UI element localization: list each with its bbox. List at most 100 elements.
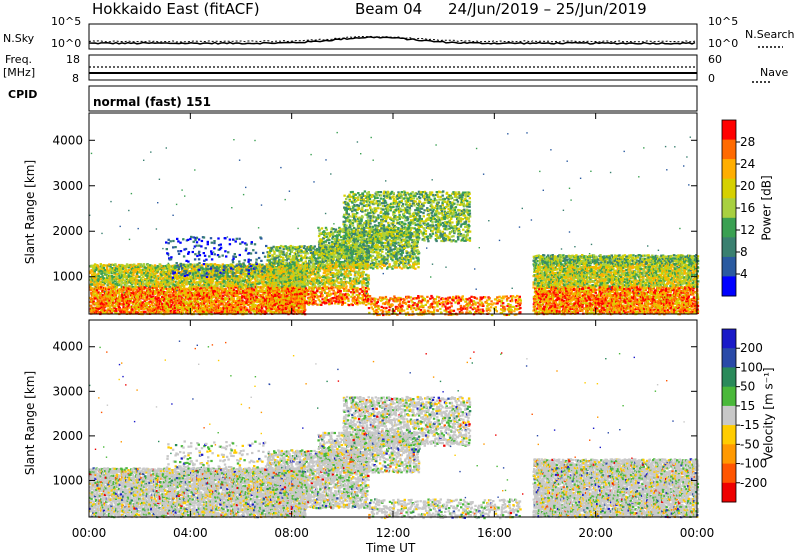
data-cell bbox=[279, 247, 281, 249]
data-cell bbox=[300, 255, 302, 257]
data-cell bbox=[274, 291, 276, 293]
data-cell bbox=[256, 279, 258, 281]
data-cell bbox=[328, 277, 330, 279]
data-cell bbox=[271, 268, 273, 270]
data-cell bbox=[328, 290, 330, 292]
data-cell bbox=[142, 296, 144, 298]
data-cell bbox=[103, 267, 105, 269]
data-cell bbox=[321, 294, 323, 296]
data-cell bbox=[332, 287, 334, 289]
data-cell bbox=[228, 296, 230, 298]
data-cell bbox=[273, 253, 275, 255]
data-cell bbox=[246, 309, 248, 311]
data-cell bbox=[275, 288, 277, 290]
data-cell bbox=[314, 285, 316, 287]
data-cell bbox=[265, 306, 267, 308]
data-cell bbox=[278, 285, 280, 287]
data-cell bbox=[301, 245, 303, 247]
data-cell bbox=[142, 281, 144, 283]
data-cell bbox=[111, 275, 113, 277]
data-cell bbox=[273, 251, 275, 253]
data-cell bbox=[271, 254, 273, 256]
data-cell bbox=[267, 299, 269, 301]
data-cell bbox=[240, 309, 242, 311]
data-cell bbox=[142, 276, 144, 278]
data-cell bbox=[106, 268, 108, 270]
data-cell bbox=[303, 306, 305, 308]
data-cell bbox=[289, 269, 291, 271]
data-cell bbox=[301, 303, 303, 305]
data-cell bbox=[289, 253, 291, 255]
data-cell bbox=[280, 270, 282, 272]
data-cell bbox=[280, 298, 282, 300]
data-cell bbox=[296, 293, 298, 295]
data-cell bbox=[272, 266, 274, 268]
data-cell bbox=[122, 289, 124, 291]
data-cell bbox=[306, 250, 308, 252]
data-cell bbox=[136, 289, 138, 291]
data-cell bbox=[311, 285, 313, 287]
data-cell bbox=[282, 251, 284, 253]
data-cell bbox=[233, 298, 235, 300]
data-cell bbox=[280, 256, 282, 258]
data-cell bbox=[252, 275, 254, 277]
data-cell bbox=[282, 276, 284, 278]
data-cell bbox=[225, 288, 227, 290]
data-cell bbox=[169, 286, 171, 288]
data-cell bbox=[282, 262, 284, 264]
data-cell bbox=[267, 296, 269, 298]
data-cell bbox=[316, 304, 318, 306]
data-cell bbox=[127, 296, 129, 298]
data-cell bbox=[299, 264, 301, 266]
data-cell bbox=[168, 310, 170, 312]
data-cell bbox=[304, 254, 306, 256]
data-cell bbox=[301, 295, 303, 297]
data-cell bbox=[282, 257, 284, 259]
data-cell bbox=[118, 306, 120, 308]
data-cell bbox=[241, 300, 243, 302]
data-cell bbox=[277, 279, 279, 281]
data-cell bbox=[305, 275, 307, 277]
data-cell bbox=[181, 280, 183, 282]
data-cell bbox=[132, 274, 134, 276]
data-cell bbox=[190, 280, 192, 282]
data-cell bbox=[154, 264, 156, 266]
data-cell bbox=[298, 255, 300, 257]
data-cell bbox=[281, 285, 283, 287]
data-cell bbox=[173, 281, 175, 283]
data-cell bbox=[152, 299, 154, 301]
data-cell bbox=[247, 304, 249, 306]
data-cell bbox=[295, 289, 297, 291]
data-cell bbox=[262, 305, 264, 307]
data-cell bbox=[318, 275, 320, 277]
data-cell bbox=[330, 300, 332, 302]
data-cell bbox=[96, 289, 98, 291]
data-cell bbox=[296, 282, 298, 284]
data-cell bbox=[323, 279, 325, 281]
data-cell bbox=[290, 294, 292, 296]
data-cell bbox=[215, 303, 217, 305]
data-cell bbox=[302, 301, 304, 303]
data-cell bbox=[289, 264, 291, 266]
data-cell bbox=[157, 275, 159, 277]
data-cell bbox=[306, 270, 308, 272]
data-cell bbox=[276, 255, 278, 257]
data-cell bbox=[101, 272, 103, 274]
data-cell bbox=[90, 305, 92, 307]
data-cell bbox=[116, 275, 118, 277]
data-cell bbox=[317, 280, 319, 282]
data-cell bbox=[288, 297, 290, 299]
data-cell bbox=[215, 306, 217, 308]
data-cell bbox=[216, 280, 218, 282]
data-cell bbox=[321, 291, 323, 293]
data-cell bbox=[299, 293, 301, 295]
data-cell bbox=[286, 252, 288, 254]
data-cell bbox=[289, 255, 291, 257]
data-cell bbox=[159, 300, 161, 302]
data-cell bbox=[325, 302, 327, 304]
data-cell bbox=[253, 308, 255, 310]
data-cell bbox=[296, 274, 298, 276]
data-cell bbox=[289, 287, 291, 289]
data-cell bbox=[92, 300, 94, 302]
